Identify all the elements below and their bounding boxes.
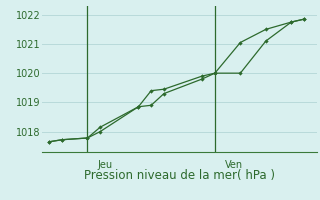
Text: Jeu: Jeu — [98, 160, 113, 170]
X-axis label: Pression niveau de la mer( hPa ): Pression niveau de la mer( hPa ) — [84, 169, 275, 182]
Text: Ven: Ven — [225, 160, 243, 170]
